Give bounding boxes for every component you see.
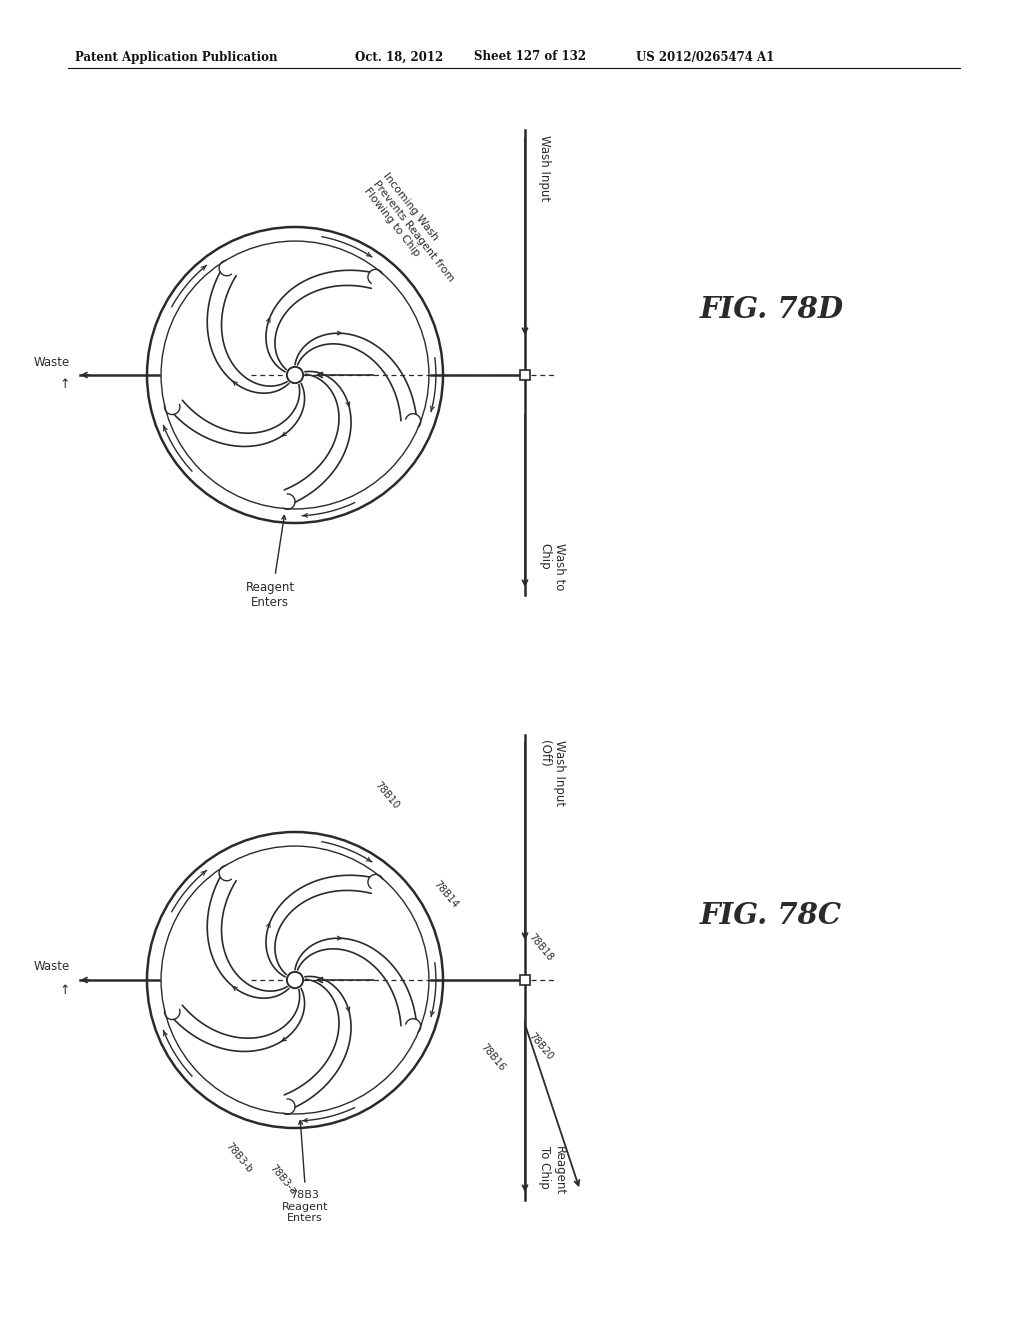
Text: Oct. 18, 2012: Oct. 18, 2012 (355, 50, 443, 63)
Text: Reagent
To Chip: Reagent To Chip (538, 1146, 566, 1195)
Text: 78B10: 78B10 (373, 780, 401, 810)
Text: ↑: ↑ (59, 983, 70, 997)
Text: 78B18: 78B18 (526, 932, 555, 964)
Text: 78B16: 78B16 (478, 1041, 507, 1073)
Text: ↑: ↑ (59, 379, 70, 392)
Text: FIG. 78D: FIG. 78D (700, 296, 844, 325)
Text: 78B20: 78B20 (526, 1031, 555, 1063)
Text: FIG. 78C: FIG. 78C (700, 900, 842, 929)
Text: Reagent
Enters: Reagent Enters (246, 581, 295, 609)
Text: Wash to
Chip: Wash to Chip (538, 543, 566, 590)
Text: Waste: Waste (34, 355, 70, 368)
Text: US 2012/0265474 A1: US 2012/0265474 A1 (636, 50, 774, 63)
Text: Incoming Wash
Prevents Reagent from
Flowing to Chip: Incoming Wash Prevents Reagent from Flow… (361, 170, 466, 290)
Text: Waste: Waste (34, 961, 70, 974)
Circle shape (287, 367, 303, 383)
Circle shape (287, 972, 303, 989)
Text: 78B14: 78B14 (432, 879, 460, 909)
Text: Wash Input
(Off): Wash Input (Off) (538, 741, 566, 807)
Text: Patent Application Publication: Patent Application Publication (75, 50, 278, 63)
Text: Wash Input: Wash Input (538, 135, 551, 201)
Bar (520, 370, 529, 380)
Text: 78B3-a: 78B3-a (268, 1163, 298, 1197)
Text: Sheet 127 of 132: Sheet 127 of 132 (474, 50, 586, 63)
Bar (520, 975, 529, 985)
Text: 78B3
Reagent
Enters: 78B3 Reagent Enters (282, 1191, 329, 1224)
Text: 78B3-b: 78B3-b (223, 1140, 254, 1175)
